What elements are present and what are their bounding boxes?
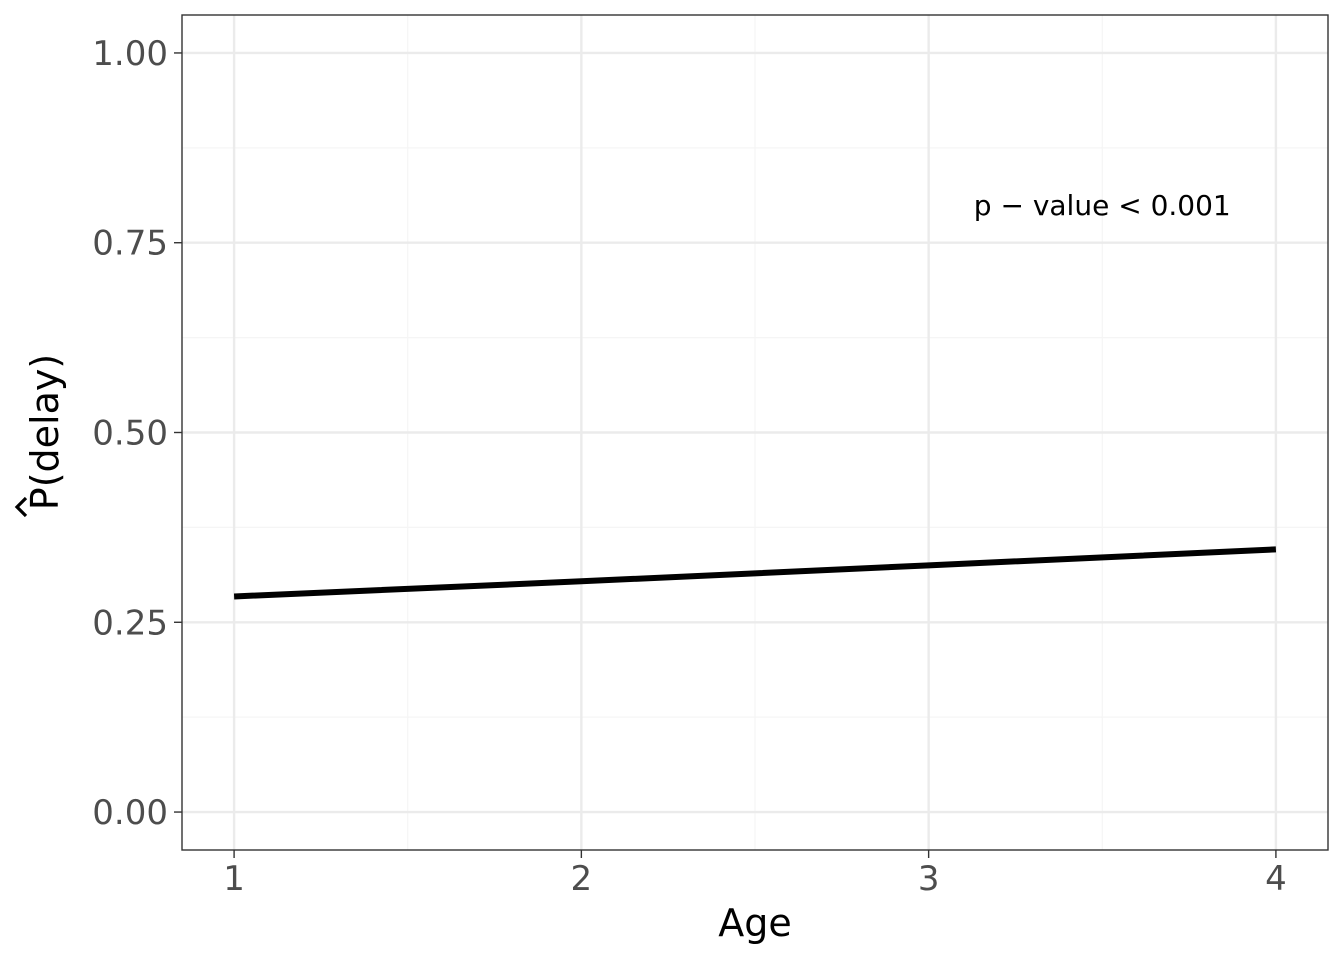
annotation-layer: p − value < 0.001 bbox=[974, 189, 1231, 222]
y-axis-title-symbol: P bbox=[23, 487, 67, 510]
hat-accent-icon bbox=[14, 496, 28, 518]
y-axis: 0.00 0.25 0.50 0.75 1.00 bbox=[92, 34, 182, 833]
x-tick-label: 1 bbox=[223, 859, 245, 899]
x-tick-label: 4 bbox=[1265, 859, 1287, 899]
svg-text:P(delay): P(delay) bbox=[23, 354, 67, 510]
p-value-annotation: p − value < 0.001 bbox=[974, 189, 1231, 222]
series-line bbox=[233, 546, 1277, 600]
y-tick-label: 0.50 bbox=[92, 414, 168, 454]
y-axis-title: P(delay) bbox=[14, 354, 67, 518]
y-tick-label: 0.00 bbox=[92, 793, 168, 833]
grid-layer bbox=[182, 15, 1328, 850]
y-tick-label: 0.75 bbox=[92, 224, 168, 264]
y-tick-label: 0.25 bbox=[92, 603, 168, 643]
x-axis: 1 2 3 4 bbox=[223, 850, 1287, 899]
x-tick-label: 2 bbox=[571, 859, 593, 899]
series-layer bbox=[233, 546, 1277, 600]
y-tick-label: 1.00 bbox=[92, 34, 168, 74]
x-tick-label: 3 bbox=[918, 859, 940, 899]
y-axis-title-rest: (delay) bbox=[23, 354, 67, 487]
x-axis-title: Age bbox=[718, 901, 792, 945]
